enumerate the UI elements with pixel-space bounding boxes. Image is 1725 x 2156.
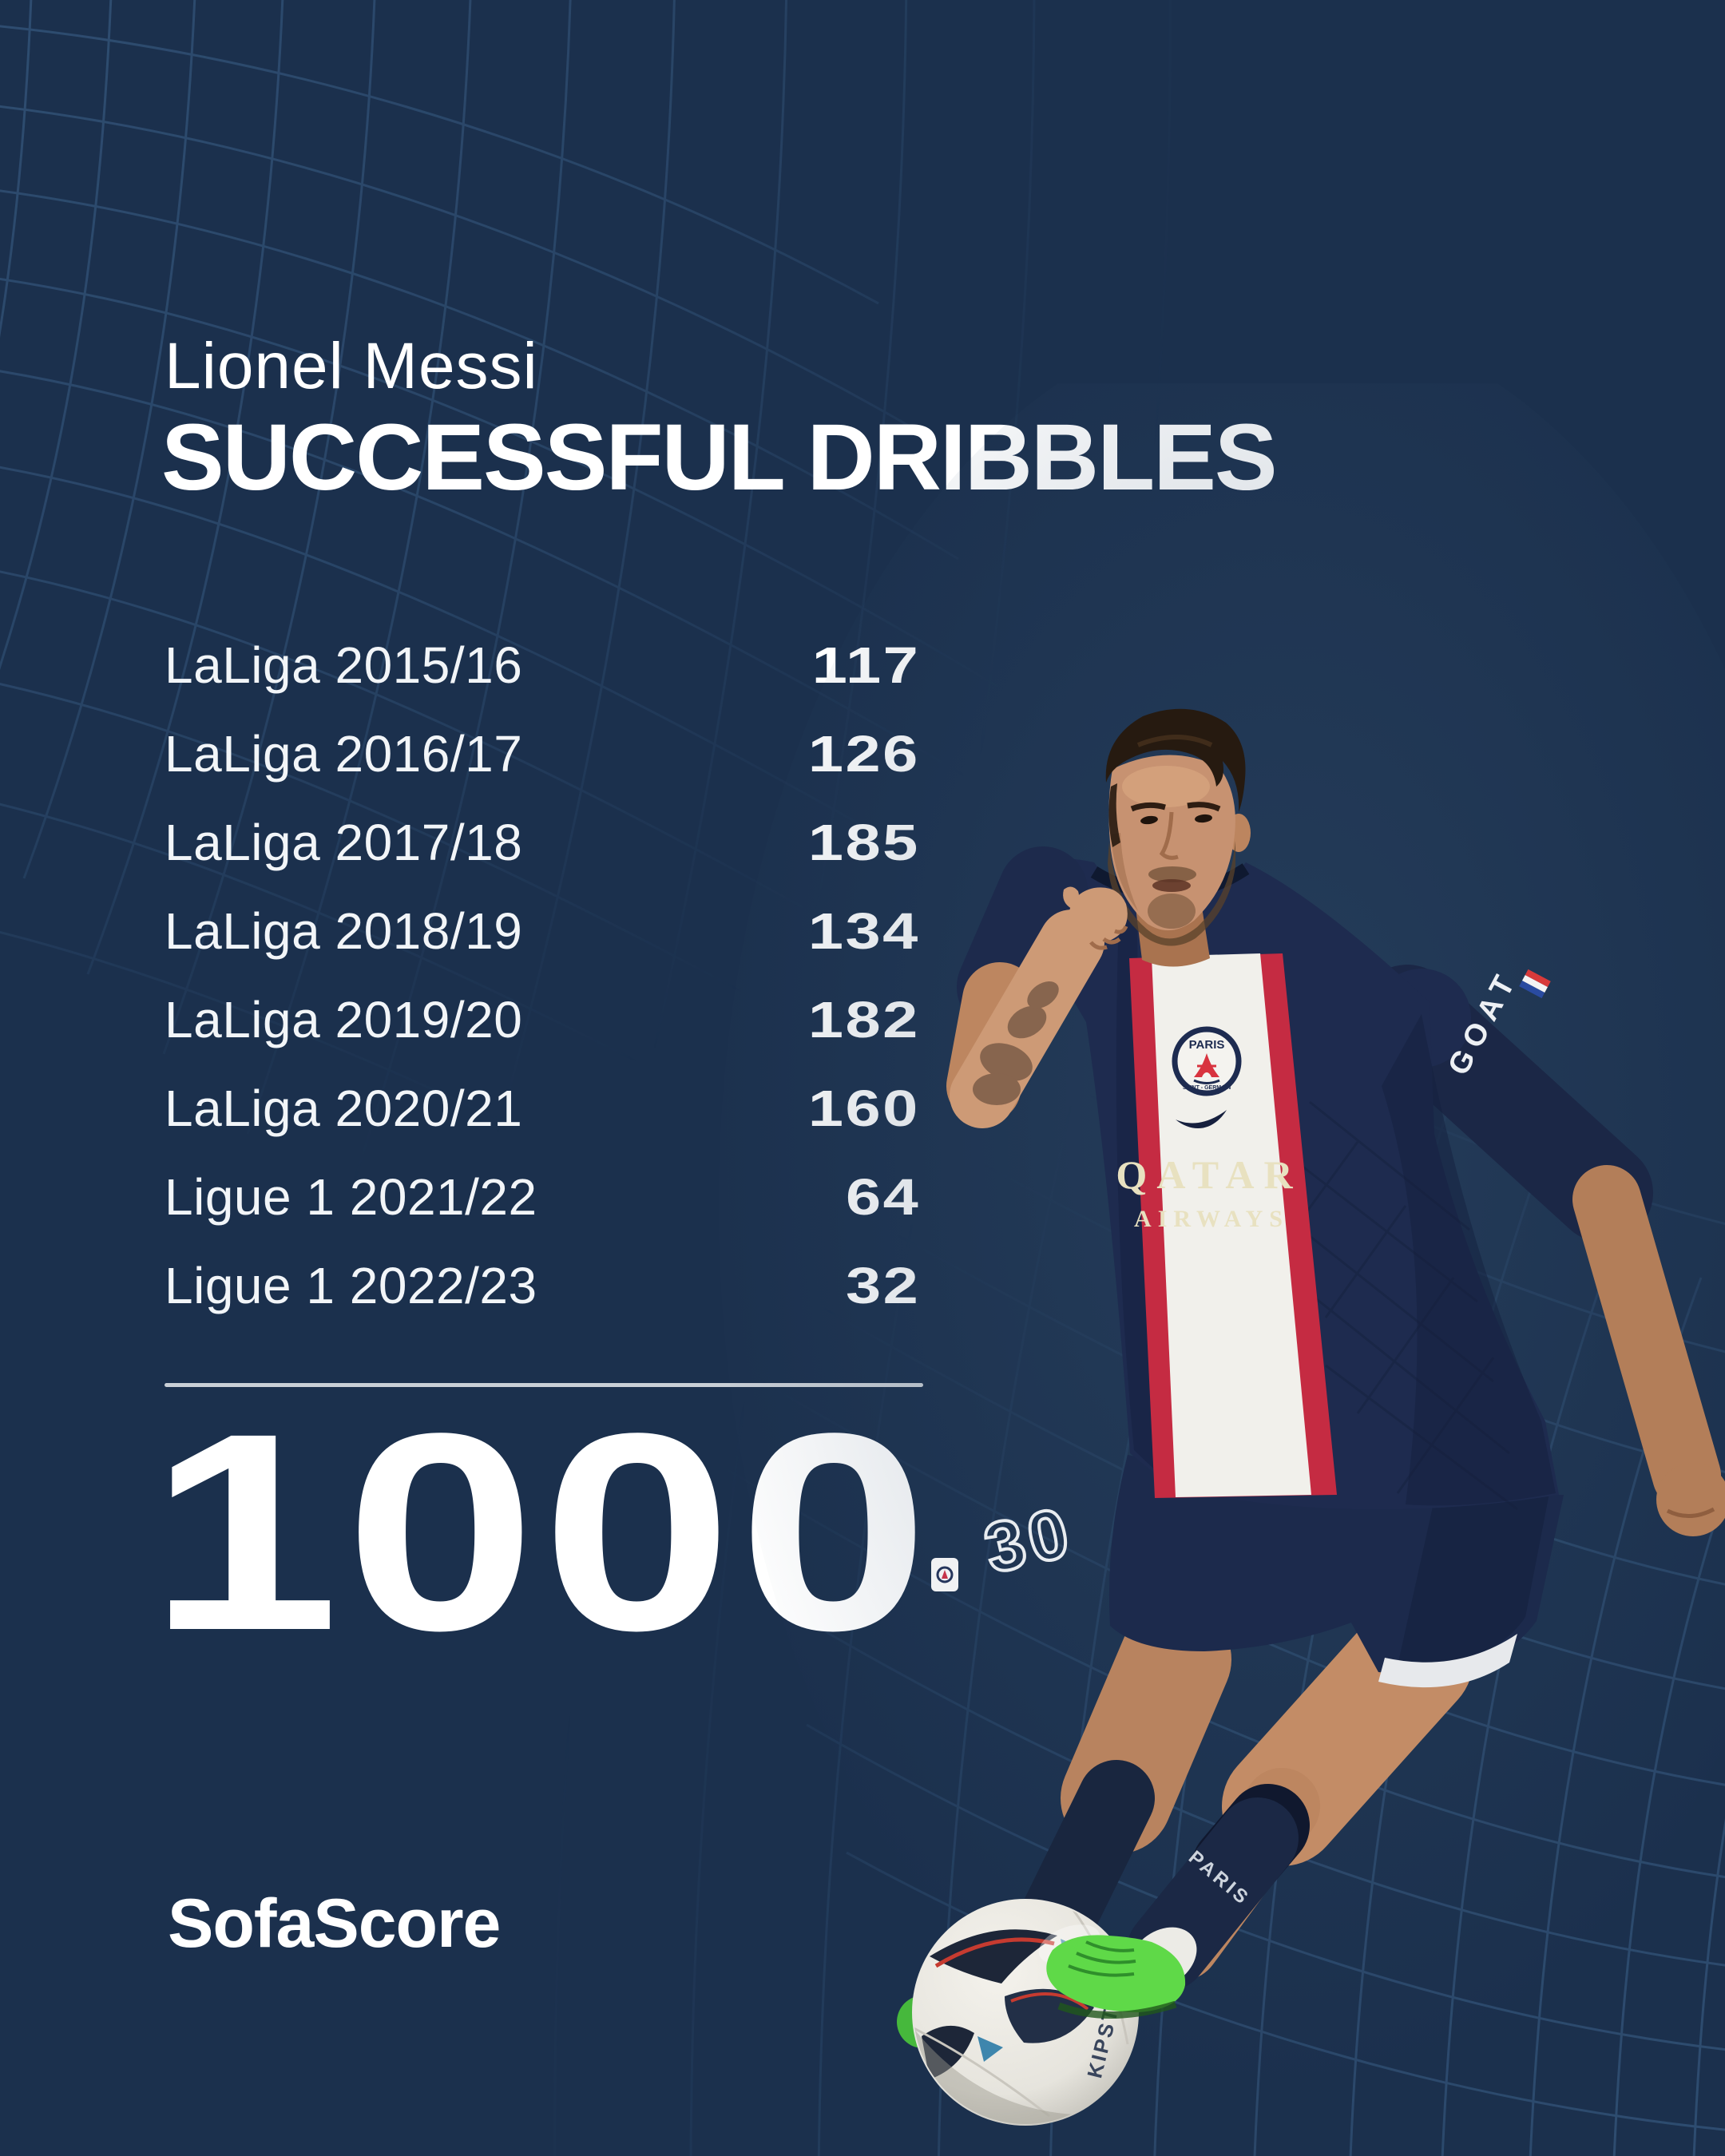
forward-boot [1046, 1927, 1197, 2019]
crest-saint-germain-text: SAINT - GERMAIN [1183, 1085, 1231, 1091]
divider-line [165, 1383, 923, 1387]
messi-photo: GOAT PARIS [719, 383, 1725, 2126]
left-arm [946, 846, 1128, 1128]
season-label: LaLiga 2015/16 [165, 636, 523, 694]
sponsor-qatar-text: QATAR [1116, 1152, 1302, 1197]
eye [1140, 815, 1158, 825]
psg-crest-icon: PARIS SAINT - GERMAIN [1172, 1026, 1242, 1096]
hair [1105, 708, 1246, 812]
season-label: LaLiga 2020/21 [165, 1079, 523, 1137]
player-name: Lionel Messi [165, 330, 538, 402]
sofascore-wordmark: SofaScore [168, 1885, 501, 1962]
shorts-crest-patch [931, 1558, 958, 1591]
season-label: LaLiga 2018/19 [165, 902, 523, 960]
fist [1656, 1463, 1725, 1536]
hand [1063, 886, 1128, 950]
season-label: LaLiga 2017/18 [165, 813, 523, 871]
tattoos [973, 981, 1059, 1105]
season-label: Ligue 1 2021/22 [165, 1167, 537, 1226]
jersey-texture [1292, 1100, 1518, 1511]
mouth [1152, 879, 1191, 892]
jersey: PARIS SAINT - GERMAIN QATAR AIRWAYS [1016, 858, 1559, 1511]
french-flag-patch [1519, 969, 1551, 999]
shorts: 30 [931, 1455, 1564, 1688]
crest-paris-text: PARIS [1189, 1038, 1225, 1052]
season-label: Ligue 1 2022/23 [165, 1256, 537, 1314]
sponsor-airways-text: AIRWAYS [1134, 1206, 1289, 1232]
season-label: LaLiga 2016/17 [165, 724, 523, 783]
season-label: LaLiga 2019/20 [165, 990, 523, 1048]
eye [1195, 814, 1212, 823]
head [1105, 708, 1251, 967]
nike-swoosh-icon [1176, 1110, 1227, 1129]
